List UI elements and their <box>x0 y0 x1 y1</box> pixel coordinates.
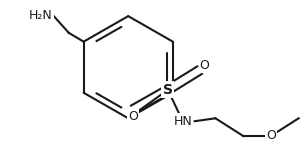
Text: S: S <box>163 83 173 97</box>
Text: HN: HN <box>174 115 192 128</box>
Text: O: O <box>200 59 210 72</box>
Text: H₂N: H₂N <box>29 9 53 22</box>
Text: O: O <box>266 130 276 142</box>
Text: O: O <box>128 110 138 123</box>
